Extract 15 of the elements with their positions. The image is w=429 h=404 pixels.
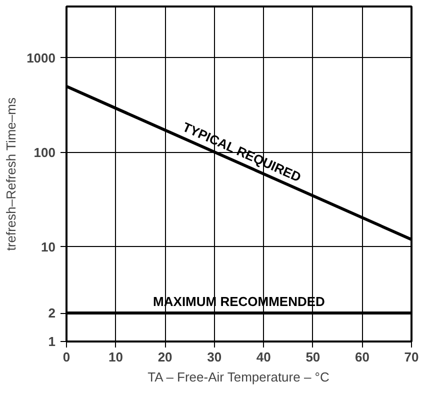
- x-tick-label: 60: [354, 350, 370, 364]
- x-tick-label: 30: [207, 350, 222, 364]
- x-axis-title: TA – Free-Air Temperature – °C: [148, 370, 330, 384]
- x-tick-label: 70: [404, 350, 419, 364]
- y-tick-label: 100: [34, 144, 56, 160]
- x-tick-label: 50: [306, 350, 320, 364]
- x-tick-label: 40: [256, 350, 271, 364]
- x-tick-label: 20: [158, 350, 172, 364]
- y-tick-label: 1000: [26, 50, 56, 66]
- y-tick-label: 10: [41, 239, 56, 254]
- x-tick-label: 0: [62, 350, 70, 364]
- y-axis-title: trefresh–Refresh Time–ms: [4, 97, 19, 251]
- y-tick-label: 1: [48, 334, 56, 349]
- y-tick-label: 2: [48, 306, 56, 321]
- x-tick-label: 10: [108, 350, 124, 364]
